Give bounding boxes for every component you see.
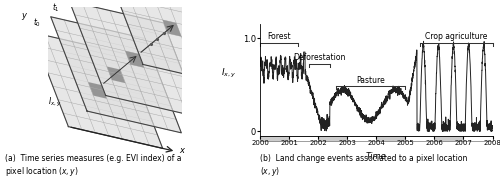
Bar — [464, 136, 492, 141]
X-axis label: Time: Time — [366, 152, 386, 161]
Polygon shape — [70, 1, 200, 117]
Polygon shape — [162, 20, 182, 36]
Text: Pasture: Pasture — [356, 76, 385, 85]
Polygon shape — [32, 32, 162, 148]
Bar — [376, 136, 406, 141]
Text: $x$: $x$ — [179, 145, 186, 155]
Text: Deforestation: Deforestation — [294, 53, 346, 62]
Bar — [406, 136, 434, 141]
Polygon shape — [126, 51, 144, 68]
Text: (a)  Time series measures (e.g. EVI index) of a
pixel location $(x, y)$: (a) Time series measures (e.g. EVI index… — [5, 154, 182, 178]
Text: Crop agriculture: Crop agriculture — [425, 32, 488, 41]
Text: Forest: Forest — [267, 32, 290, 41]
Text: $Time$: $Time$ — [259, 64, 280, 75]
Polygon shape — [106, 0, 238, 86]
Y-axis label: $I_{x,y}$: $I_{x,y}$ — [221, 67, 236, 80]
Text: $y$: $y$ — [20, 11, 28, 22]
Polygon shape — [88, 82, 106, 99]
Text: $t_1$: $t_1$ — [52, 1, 60, 14]
Polygon shape — [106, 67, 126, 83]
Bar — [289, 136, 318, 141]
Text: $t_0$: $t_0$ — [33, 17, 41, 29]
Bar — [260, 136, 289, 141]
Text: (b)  Land change events associated to a pixel location
$(x, y)$: (b) Land change events associated to a p… — [260, 154, 468, 178]
Bar — [318, 136, 347, 141]
Bar — [347, 136, 376, 141]
Text: $I_{x,y}$: $I_{x,y}$ — [48, 96, 61, 109]
Polygon shape — [51, 17, 182, 133]
Bar — [434, 136, 464, 141]
